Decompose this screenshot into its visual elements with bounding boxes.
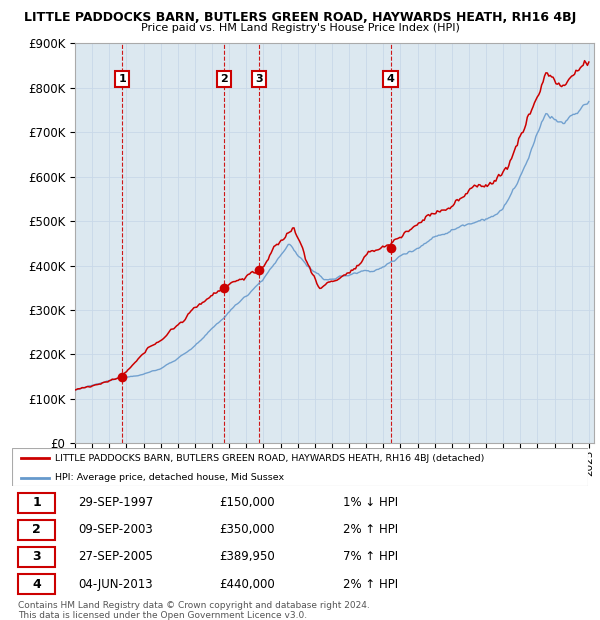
Text: £440,000: £440,000 (220, 578, 275, 591)
Text: Contains HM Land Registry data © Crown copyright and database right 2024.
This d: Contains HM Land Registry data © Crown c… (18, 601, 370, 620)
Bar (18, 493, 55, 513)
Text: 3: 3 (32, 551, 41, 564)
Text: 1: 1 (118, 74, 126, 84)
Text: £350,000: £350,000 (220, 523, 275, 536)
Text: 4: 4 (32, 578, 41, 591)
Text: 2% ↑ HPI: 2% ↑ HPI (343, 523, 398, 536)
Bar (18, 547, 55, 567)
Text: 1% ↓ HPI: 1% ↓ HPI (343, 496, 398, 509)
Text: HPI: Average price, detached house, Mid Sussex: HPI: Average price, detached house, Mid … (55, 473, 284, 482)
Text: 4: 4 (386, 74, 394, 84)
Text: 27-SEP-2005: 27-SEP-2005 (78, 551, 153, 564)
Text: 29-SEP-1997: 29-SEP-1997 (78, 496, 154, 509)
Text: LITTLE PADDOCKS BARN, BUTLERS GREEN ROAD, HAYWARDS HEATH, RH16 4BJ (detached): LITTLE PADDOCKS BARN, BUTLERS GREEN ROAD… (55, 454, 485, 463)
Text: 1: 1 (32, 496, 41, 509)
Text: 2% ↑ HPI: 2% ↑ HPI (343, 578, 398, 591)
Text: 2: 2 (220, 74, 228, 84)
Text: Price paid vs. HM Land Registry's House Price Index (HPI): Price paid vs. HM Land Registry's House … (140, 23, 460, 33)
Bar (18, 574, 55, 594)
Bar (18, 520, 55, 539)
Text: £150,000: £150,000 (220, 496, 275, 509)
Text: 3: 3 (255, 74, 263, 84)
Text: 04-JUN-2013: 04-JUN-2013 (78, 578, 153, 591)
Text: LITTLE PADDOCKS BARN, BUTLERS GREEN ROAD, HAYWARDS HEATH, RH16 4BJ: LITTLE PADDOCKS BARN, BUTLERS GREEN ROAD… (24, 11, 576, 24)
Text: 2: 2 (32, 523, 41, 536)
Text: 09-SEP-2003: 09-SEP-2003 (78, 523, 153, 536)
Text: £389,950: £389,950 (220, 551, 275, 564)
Text: 7% ↑ HPI: 7% ↑ HPI (343, 551, 398, 564)
